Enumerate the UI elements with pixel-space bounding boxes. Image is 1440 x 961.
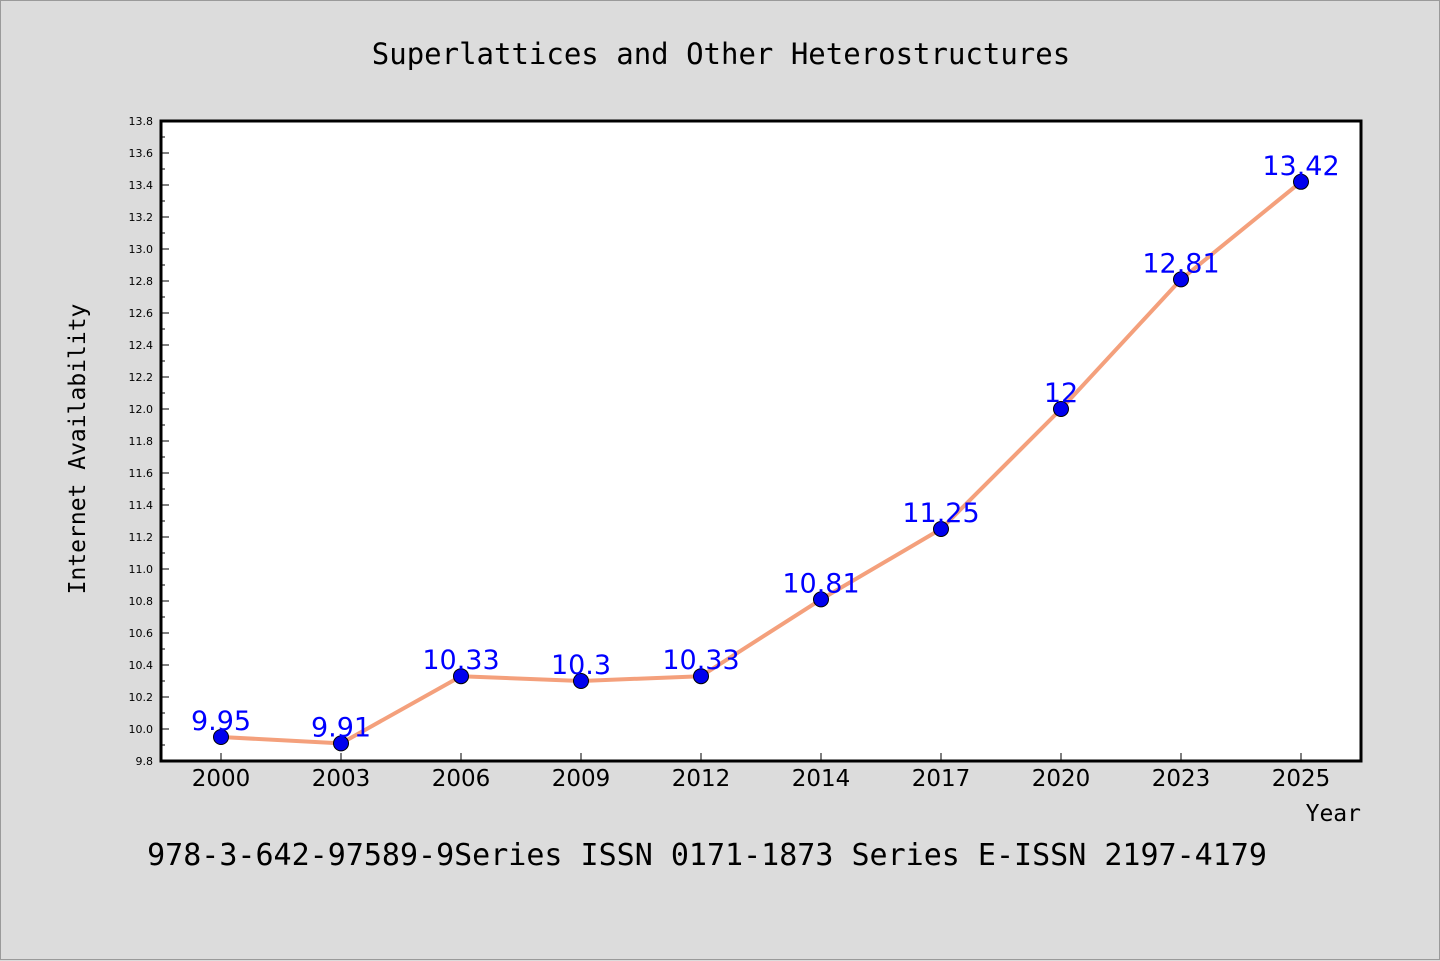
y-tick-label: 12.4: [129, 339, 154, 352]
data-point: [333, 735, 349, 752]
x-tick-label: 2017: [912, 766, 971, 792]
data-label: 13.42: [1262, 151, 1339, 182]
x-tick-label: 2020: [1032, 766, 1091, 792]
y-tick-label: 13.6: [129, 147, 154, 160]
x-tick-label: 2014: [792, 766, 851, 792]
data-label: 10.3: [551, 650, 611, 681]
data-label: 9.95: [191, 706, 251, 737]
y-tick-label: 10.0: [129, 723, 154, 736]
x-tick-label: 2009: [552, 766, 611, 792]
data-point: [1173, 271, 1189, 288]
y-tick-label: 11.8: [129, 435, 154, 448]
y-tick-label: 12.6: [129, 307, 154, 320]
y-tick-label: 13.2: [129, 211, 154, 224]
x-tick-label: 2000: [192, 766, 251, 792]
x-tick-label: 2023: [1152, 766, 1211, 792]
series-group: [213, 173, 1309, 752]
y-tick-label: 10.8: [129, 595, 154, 608]
y-tick-label: 12.2: [129, 371, 154, 384]
y-axis-label: Internet Availability: [65, 304, 91, 595]
data-label: 10.81: [782, 568, 859, 599]
data-point: [693, 668, 709, 685]
data-label: 12: [1044, 378, 1078, 409]
axes: 9.8 10.0 10.2 10.4 10.6 10.8 11.0 11.2 11.4 11.6 1…: [129, 115, 1363, 792]
plot-area: [159, 119, 1363, 763]
data-point: [933, 521, 949, 537]
x-tick-label: 2025: [1272, 766, 1331, 792]
data-point: [1053, 401, 1069, 417]
x-tick-label: 2006: [432, 766, 491, 792]
y-tick-label: 11.4: [129, 499, 154, 512]
y-tick-label: 12.8: [129, 275, 154, 288]
data-labels: 9.95 9.91 10.33 10.3 10.33 10.81 11.25 12 12.81 1…: [191, 151, 1340, 744]
y-tick-label: 12.0: [129, 403, 154, 416]
y-tick-label: 13.8: [129, 115, 154, 128]
x-tick-label: 2003: [312, 766, 371, 792]
y-tick-label: 10.4: [129, 659, 154, 672]
data-point: [213, 729, 229, 745]
y-tick-label: 10.6: [129, 627, 154, 640]
x-axis-label: Year: [1306, 801, 1361, 827]
data-point: [573, 673, 589, 689]
y-tick-label: 9.8: [136, 755, 154, 768]
data-label: 12.81: [1142, 248, 1219, 279]
footer-text: 978-3-642-97589-9Series ISSN 0171-1873 S…: [147, 838, 1267, 873]
y-tick-label: 13.4: [129, 179, 154, 192]
chart-title: Superlattices and Other Heterostructures: [372, 37, 1070, 71]
data-point: [1293, 173, 1309, 190]
y-tick-label: 11.0: [129, 563, 154, 576]
y-tick-label: 11.2: [129, 531, 154, 544]
data-label: 11.25: [902, 498, 979, 529]
data-label: 10.33: [422, 645, 499, 676]
y-tick-label: 13.0: [129, 243, 154, 256]
data-label: 10.33: [662, 645, 739, 676]
y-tick-label: 11.6: [129, 467, 154, 480]
data-point: [813, 591, 829, 608]
data-label: 9.91: [311, 712, 371, 743]
y-tick-label: 10.2: [129, 691, 154, 704]
series-line: [220, 180, 1303, 746]
x-tick-label: 2012: [672, 766, 731, 792]
data-point: [453, 668, 469, 685]
